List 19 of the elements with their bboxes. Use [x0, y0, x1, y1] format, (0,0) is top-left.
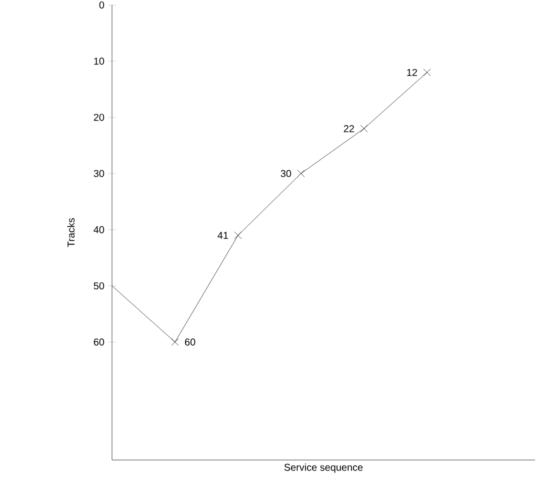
point	[171, 338, 179, 346]
data-label: 22	[344, 125, 354, 132]
point	[297, 170, 305, 178]
x-axis-title: Service sequence	[284, 464, 363, 473]
y-tick-label: 30	[94, 170, 104, 178]
data-label: 12	[407, 68, 417, 76]
y-tick-label: 20	[94, 114, 104, 121]
y-tick-label: 50	[94, 282, 104, 290]
y-tick-label: 40	[94, 226, 104, 234]
point	[234, 232, 242, 240]
point	[423, 68, 431, 76]
point	[360, 124, 368, 132]
data-label: 41	[218, 232, 228, 239]
data-label: 60	[185, 338, 196, 346]
data-label: 30	[280, 170, 292, 178]
y-axis-title: Tracks	[67, 218, 75, 248]
y-tick-label: 0	[99, 1, 104, 9]
y-tick-label: 60	[94, 338, 104, 346]
y-tick-label: 10	[94, 58, 104, 65]
